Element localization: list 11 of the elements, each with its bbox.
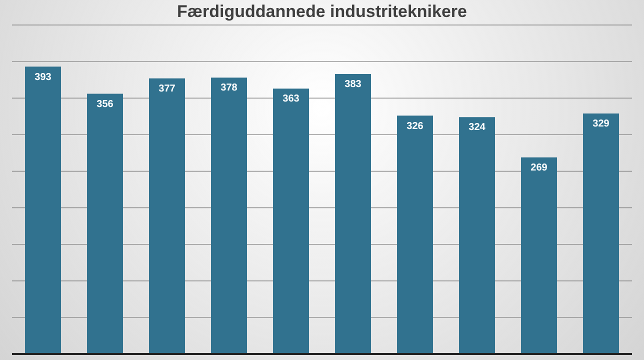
data-label: 329 [592, 118, 610, 130]
data-label: 324 [468, 122, 486, 134]
data-label: 326 [406, 120, 424, 132]
data-label: 393 [34, 72, 52, 83]
data-label: 377 [158, 83, 176, 94]
data-label: 363 [282, 94, 300, 105]
data-label: 356 [96, 98, 114, 110]
data-label: 378 [220, 82, 238, 94]
data-label: 269 [530, 162, 548, 174]
data-label: 383 [344, 79, 362, 90]
chart-title: Færdiguddannede industriteknikere [176, 2, 468, 22]
